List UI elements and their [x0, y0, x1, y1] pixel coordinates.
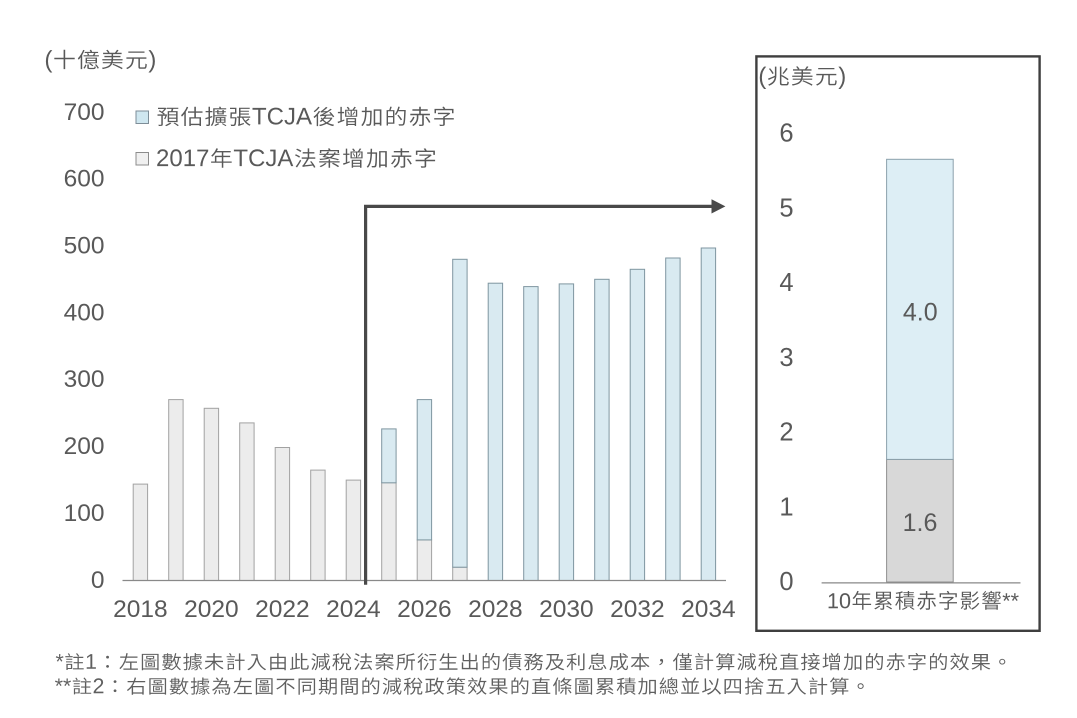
svg-text:2020: 2020: [184, 596, 239, 623]
svg-text:2034: 2034: [681, 596, 736, 623]
svg-text:0: 0: [779, 568, 793, 596]
svg-text:6: 6: [779, 120, 793, 148]
svg-text:300: 300: [64, 366, 105, 393]
svg-text:400: 400: [64, 299, 105, 326]
svg-text:2022: 2022: [255, 596, 310, 623]
svg-text:600: 600: [64, 166, 105, 193]
svg-text:1: 1: [779, 493, 793, 521]
svg-text:0: 0: [91, 567, 105, 594]
svg-text:5: 5: [779, 194, 793, 222]
svg-text:2032: 2032: [610, 596, 665, 623]
svg-text:100: 100: [64, 500, 105, 527]
svg-text:2: 2: [779, 419, 793, 447]
svg-text:2026: 2026: [397, 596, 452, 623]
svg-text:1.6: 1.6: [903, 509, 938, 537]
svg-text:2024: 2024: [326, 596, 381, 623]
svg-text:2028: 2028: [468, 596, 523, 623]
svg-text:4: 4: [779, 269, 793, 297]
svg-text:2030: 2030: [539, 596, 594, 623]
svg-text:700: 700: [64, 99, 105, 126]
svg-text:500: 500: [64, 233, 105, 260]
svg-text:3: 3: [779, 344, 793, 372]
svg-text:4.0: 4.0: [903, 298, 938, 326]
svg-text:2018: 2018: [113, 596, 168, 623]
svg-text:200: 200: [64, 433, 105, 460]
